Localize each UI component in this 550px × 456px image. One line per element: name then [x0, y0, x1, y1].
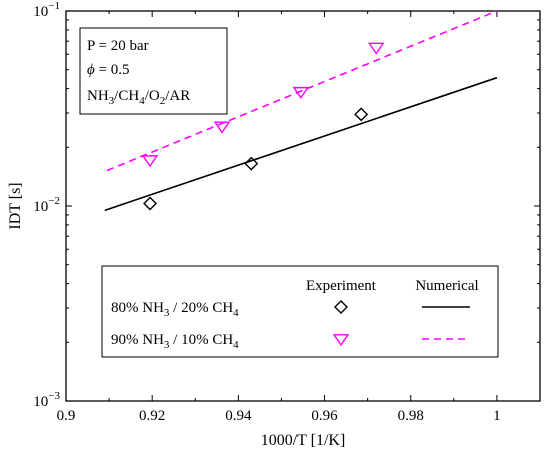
y-tick-label-exponent: −3: [48, 390, 60, 402]
x-tick-label: 0.96: [311, 408, 338, 424]
annotation-box: P = 20 bar ϕ = 0.5 NH3/CH4/O2/AR: [79, 27, 228, 115]
experiment-point-series-1: [244, 156, 259, 171]
legend-entry-2-label: 90% NH3 / 10% CH4: [111, 332, 239, 351]
numerical-line-series-1: [104, 76, 498, 212]
text-segment: /CH: [114, 88, 139, 104]
legend-frame: [101, 265, 499, 358]
text-segment: NH: [87, 88, 109, 104]
y-tick-label-base: 10: [33, 4, 48, 20]
y-tick-label: 10−1: [33, 0, 60, 20]
numerical-line-series-2: [106, 10, 498, 172]
y-tick-label: 10−3: [33, 390, 60, 410]
subscript: 4: [139, 95, 145, 107]
annotation-phi-symbol: ϕ: [87, 62, 95, 78]
legend-entry-1-label: 80% NH3 / 20% CH4: [111, 300, 239, 319]
experiment-point-series-2: [213, 121, 231, 134]
y-axis-label: IDT [s]: [7, 182, 24, 229]
marks: [104, 10, 498, 212]
annotation-mixture: NH3/CH4/O2/AR: [87, 88, 190, 107]
text-segment: / 20% CH: [169, 300, 233, 316]
text-segment: 90% NH: [111, 332, 164, 348]
experiment-point-series-2: [367, 42, 385, 55]
experiment-point-series-2: [141, 155, 159, 168]
experiment-point-series-1: [143, 196, 158, 211]
annotation-pressure: P = 20 bar: [87, 38, 149, 54]
text-segment: / 10% CH: [169, 332, 233, 348]
legend-header-experiment: Experiment: [306, 278, 377, 294]
x-tick-label: 1: [493, 408, 501, 424]
x-tick-label: 0.98: [398, 408, 424, 424]
annotation-frame: [79, 27, 228, 115]
annotation-phi-value: = 0.5: [95, 62, 130, 78]
ticks: 0.9 0.92 0.94 0.96 0.98 110−310−210−1: [33, 0, 540, 424]
subscript: 2: [160, 95, 166, 107]
legend-marker-series-2: [332, 334, 350, 347]
y-tick-label-base: 10: [33, 199, 48, 215]
experiment-point-series-1: [354, 107, 369, 122]
experiment-point-series-2: [292, 86, 310, 100]
x-axis-label: 1000/T [1/K]: [261, 432, 346, 449]
subscript: 3: [109, 95, 115, 107]
text-segment: 80% NH: [111, 300, 164, 316]
y-tick-label-exponent: −1: [48, 0, 60, 12]
legend: Experiment Numerical 80% NH3 / 20% CH4 9…: [101, 265, 499, 358]
subscript: 4: [233, 307, 239, 319]
y-tick-label-exponent: −2: [48, 195, 60, 207]
annotation-equivalence-ratio: ϕ = 0.5: [87, 62, 129, 78]
x-tick-label: 0.9: [57, 408, 76, 424]
legend-header-numerical: Numerical: [415, 278, 478, 294]
subscript: 3: [164, 307, 170, 319]
y-tick-label: 10−2: [33, 195, 60, 215]
text-segment: /O: [145, 88, 160, 104]
x-tick-label: 0.92: [139, 408, 165, 424]
y-tick-label-base: 10: [33, 394, 48, 410]
subscript: 4: [233, 339, 239, 351]
legend-marker-series-1: [334, 300, 348, 314]
legend-marks: [332, 300, 470, 347]
x-tick-label: 0.94: [225, 408, 252, 424]
subscript: 3: [164, 339, 170, 351]
text-segment: /AR: [165, 88, 190, 104]
